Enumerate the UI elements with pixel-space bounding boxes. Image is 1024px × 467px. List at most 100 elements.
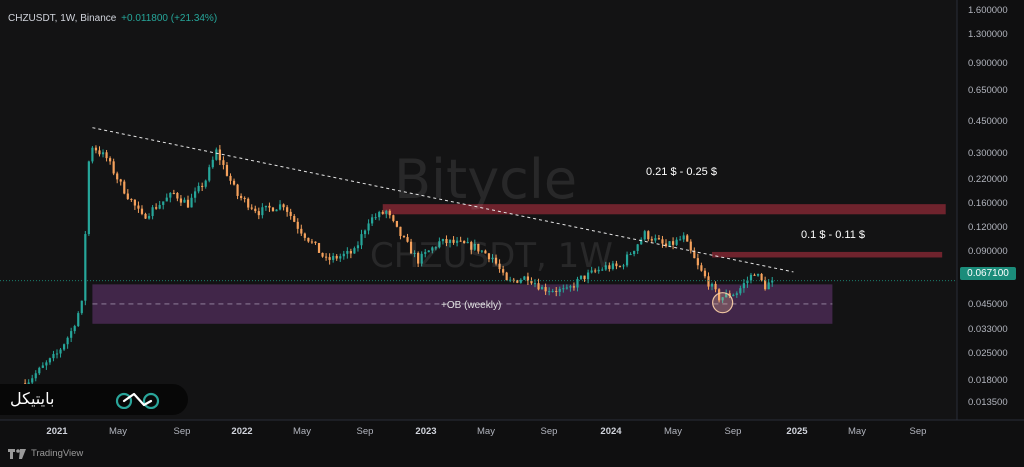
candle-body (328, 257, 331, 260)
candle-body (332, 255, 335, 260)
chart-header: CHZUSDT, 1W, Binance +0.011800 (+21.34%) (8, 13, 217, 24)
candle-body (126, 193, 129, 199)
candle-body (144, 213, 147, 219)
candle-body (215, 149, 218, 160)
x-tick-label: May (477, 426, 495, 437)
candle-body (151, 207, 154, 217)
candle-body (130, 198, 133, 200)
candle-body (307, 237, 310, 242)
candle-body (176, 193, 179, 199)
candle-body (417, 252, 420, 264)
candle-body (275, 209, 278, 212)
candle-body (310, 241, 314, 243)
candle-body (618, 266, 622, 268)
candle-body (480, 250, 483, 252)
candle-body (431, 247, 434, 251)
bitycle-brand-badge: بایتیکل (0, 384, 188, 415)
candle-body (286, 207, 289, 212)
candle-body (314, 241, 317, 243)
candle-body (388, 210, 391, 216)
brand-watermark: Bitycle (394, 148, 578, 211)
candle-body (459, 240, 462, 242)
candle-body (583, 275, 586, 280)
candle-body (424, 252, 427, 254)
candle-body (587, 272, 590, 280)
candle-body (73, 326, 76, 332)
candle-body (739, 288, 742, 294)
candle-body (565, 287, 568, 289)
candle-body (753, 274, 756, 276)
candle-body (686, 235, 689, 242)
candle-body (45, 362, 48, 366)
y-tick-label: 0.450000 (968, 116, 1008, 127)
candle-body (725, 293, 728, 298)
lower-zone-label: 0.1 $ - 0.11 $ (801, 229, 866, 241)
candle-body (434, 247, 437, 249)
candle-body (399, 226, 402, 237)
candle-body (77, 313, 80, 327)
candle-body (335, 255, 338, 259)
candle-body (264, 205, 267, 208)
candle-body (615, 263, 618, 267)
candle-body (597, 269, 600, 272)
candle-body (629, 254, 632, 256)
candle-body (448, 239, 452, 243)
candle-body (679, 239, 682, 241)
y-tick-label: 0.900000 (968, 58, 1008, 69)
candle-body (732, 294, 735, 297)
x-tick-label: 2021 (46, 426, 68, 437)
candle-body (367, 223, 370, 231)
candle-body (594, 270, 597, 272)
candle-body (169, 192, 172, 198)
candle-body (579, 275, 583, 279)
bicycle-icon (115, 392, 160, 409)
candle-body (94, 147, 98, 151)
candle-body (140, 208, 144, 214)
candle-body (714, 283, 717, 290)
candle-body (491, 257, 494, 260)
candle-body (625, 254, 629, 266)
candle-body (654, 238, 657, 241)
x-tick-label: 2022 (231, 426, 253, 437)
candle-body (661, 239, 664, 244)
candle-body (257, 211, 260, 216)
order-block-label: +OB (weekly) (441, 300, 502, 311)
y-tick-label: 0.300000 (968, 148, 1008, 159)
current-price-tag: 0.067100 (960, 267, 1016, 280)
y-tick-label: 0.120000 (968, 222, 1008, 233)
candle-body (179, 198, 183, 203)
candle-body (438, 241, 441, 248)
y-tick-label: 0.013500 (968, 397, 1008, 408)
x-tick-label: Sep (356, 426, 374, 437)
candle-body (116, 173, 119, 180)
candle-body (707, 276, 710, 287)
candle-body (392, 215, 395, 221)
candle-body (540, 287, 544, 290)
candle-body (342, 253, 345, 257)
candle-body (155, 207, 158, 209)
candle-body (119, 179, 122, 182)
candle-body (41, 365, 44, 368)
x-tick-label: 2023 (415, 426, 437, 437)
candle-body (590, 270, 593, 273)
y-tick-label: 0.018000 (968, 375, 1008, 386)
candle-body (703, 270, 707, 277)
candle-body (240, 195, 243, 199)
candle-body (201, 185, 204, 187)
candle-body (512, 279, 515, 281)
candle-body (105, 152, 108, 159)
candle-body (87, 161, 90, 235)
candle-body (445, 238, 448, 243)
candle-body (604, 265, 607, 270)
candle-body (133, 199, 136, 206)
tradingview-footer: TradingView (8, 448, 83, 459)
candle-body (668, 241, 671, 247)
candle-body (317, 242, 321, 253)
candle-body (80, 300, 83, 314)
candle-body (91, 147, 94, 162)
candle-body (31, 378, 34, 383)
candle-body (247, 198, 250, 208)
candle-body (718, 289, 721, 301)
candle-body (360, 234, 363, 246)
